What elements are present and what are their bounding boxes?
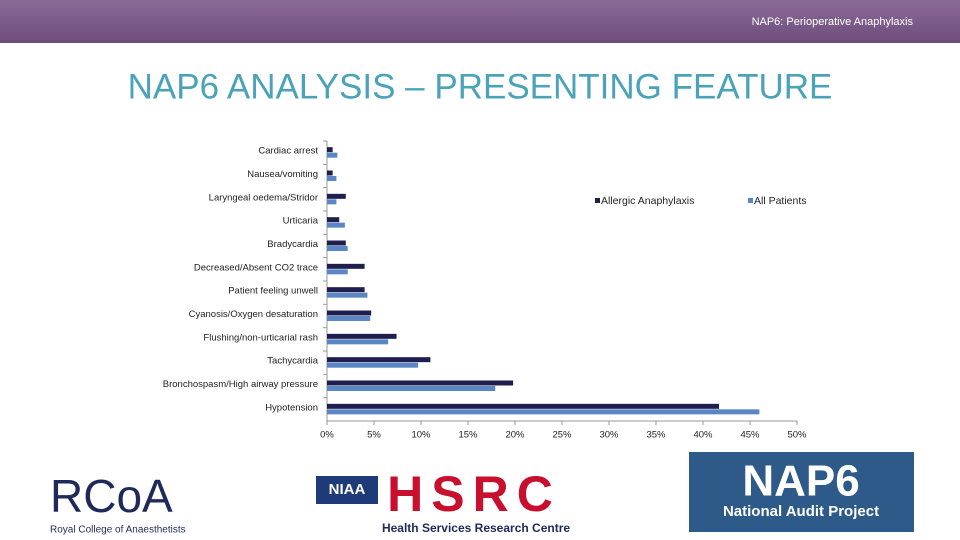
bar: [327, 170, 333, 176]
bar: [327, 310, 372, 316]
category-label: Patient feeling unwell: [228, 286, 318, 297]
bar: [327, 176, 337, 181]
legend-label: All Patients: [754, 195, 807, 207]
header-text: NAP6: Perioperative Anaphylaxis: [752, 16, 914, 28]
nap6-logo: NAP6: [742, 457, 859, 506]
bar: [327, 147, 333, 153]
category-label: Bradycardia: [267, 239, 318, 250]
category-label: Hypotension: [265, 402, 318, 413]
legend-swatch: [595, 198, 600, 203]
bar: [327, 152, 338, 158]
bar: [327, 292, 368, 298]
slide-title: NAP6 ANALYSIS – PRESENTING FEATURE: [128, 67, 833, 106]
x-tick-label: 10%: [411, 430, 431, 441]
category-label: Urticaria: [283, 216, 319, 227]
rcoa-name: Royal College of Anaesthetists: [50, 525, 186, 536]
niaa-box: [316, 476, 378, 504]
chart: 0% 5% 10% 15% 20% 25% 30% 35% 40% 45% 50% Cardiac a…: [163, 140, 807, 441]
bar: [327, 199, 337, 205]
x-tick-label: 15%: [458, 430, 478, 441]
x-tick-label: 5%: [367, 430, 381, 441]
x-tick-label: 50%: [787, 430, 807, 441]
bar: [327, 339, 389, 345]
bar: [327, 269, 348, 275]
bar: [327, 316, 371, 321]
bar: [327, 263, 365, 269]
x-tick-label: 30%: [599, 430, 619, 441]
x-tick-label: 20%: [505, 430, 525, 441]
x-tick-label: 45%: [740, 430, 760, 441]
bar: [327, 357, 431, 363]
bar: [327, 362, 419, 368]
header-bar: [0, 0, 960, 43]
category-label: Cardiac arrest: [258, 146, 318, 157]
bar: [327, 193, 346, 199]
hsrc-logo: HSRC: [387, 466, 561, 522]
category-label: Bronchospasm/High airway pressure: [163, 379, 318, 390]
bar: [327, 222, 345, 228]
legend-swatch: [748, 198, 753, 203]
category-label: Tachycardia: [267, 356, 318, 367]
bar: [327, 409, 760, 415]
nap6-name: National Audit Project: [723, 503, 879, 520]
legend-label: Allergic Anaphylaxis: [601, 195, 694, 207]
category-label: Nausea/vomiting: [247, 169, 318, 180]
rcoa-logo: RCoA: [50, 470, 173, 522]
bar: [327, 403, 719, 409]
x-tick-label: 25%: [552, 430, 572, 441]
niaa-logo: NIAA: [329, 481, 366, 498]
nap6-box: [689, 452, 914, 532]
bar: [327, 333, 397, 339]
bar: [327, 217, 340, 223]
category-label: Decreased/Absent CO2 trace: [194, 262, 318, 273]
bar: [327, 380, 514, 386]
bar: [327, 246, 348, 251]
bar: [327, 386, 496, 391]
hsrc-name: Health Services Research Centre: [382, 521, 570, 535]
x-tick-label: 35%: [646, 430, 666, 441]
x-tick-label: 0%: [320, 430, 334, 441]
bar: [327, 287, 365, 293]
bar: [327, 240, 346, 246]
category-label: Laryngeal oedema/Stridor: [209, 192, 318, 203]
x-tick-label: 40%: [693, 430, 713, 441]
category-label: Cyanosis/Oxygen desaturation: [189, 309, 318, 320]
category-label: Flushing/non-urticarial rash: [203, 332, 318, 343]
